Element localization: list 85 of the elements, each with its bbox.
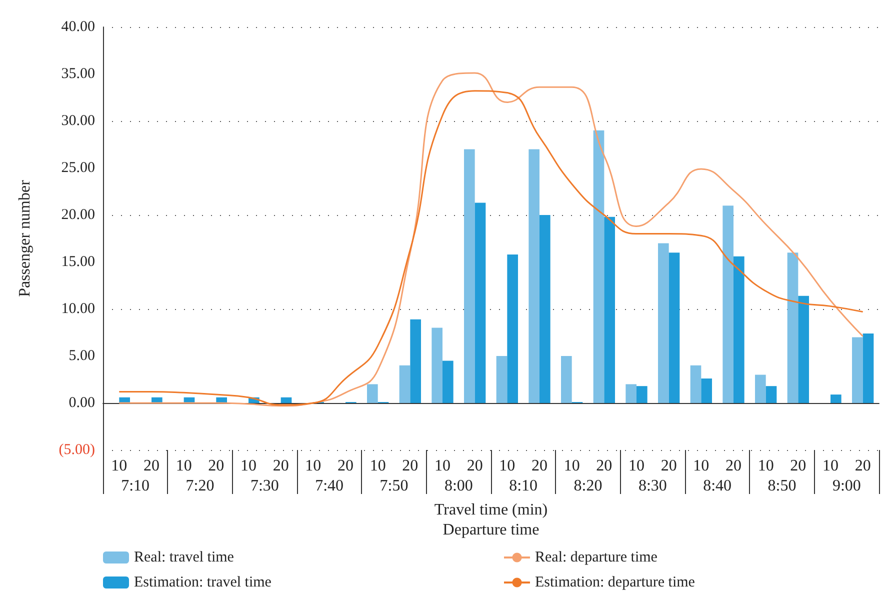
text: 8:00 <box>444 478 473 494</box>
legend-label: Estimation: departure time <box>535 574 696 590</box>
bar <box>862 333 874 403</box>
bar <box>561 356 572 403</box>
x-tick-label: 20 <box>854 458 871 474</box>
bar <box>464 149 475 403</box>
x-tick-label: 10 <box>499 458 516 474</box>
y-tick-label: 40.00 <box>61 19 95 35</box>
legend-label: Estimation: travel time <box>134 574 272 590</box>
bar <box>528 149 540 403</box>
bar <box>766 386 777 403</box>
bar <box>367 384 378 403</box>
bar <box>722 206 734 403</box>
bar <box>442 360 454 403</box>
text: 8:40 <box>703 478 732 494</box>
y-tick-label: 30.00 <box>61 113 95 129</box>
x-tick-label: 20 <box>596 458 612 474</box>
x-tick-label: 20 <box>466 458 483 474</box>
bar <box>787 252 798 403</box>
bar <box>507 254 518 403</box>
bar <box>701 378 712 403</box>
bar <box>496 356 508 403</box>
x-tick-label: 10 <box>305 458 322 474</box>
x-tick-label: 10 <box>176 458 192 474</box>
text: 8:50 <box>768 478 796 494</box>
text: 8:30 <box>638 478 667 494</box>
bar <box>690 365 702 403</box>
x-tick-label: 20 <box>144 458 160 474</box>
x-tick-label: 10 <box>628 458 644 474</box>
y-tick-label: (5.00) <box>58 442 95 458</box>
y-tick-label: 20.00 <box>61 207 95 223</box>
bar <box>399 365 410 403</box>
bar <box>119 397 130 403</box>
x-tick-label: 20 <box>660 458 677 474</box>
bar <box>830 394 842 403</box>
x-axis-title: Travel time (min) Departure time <box>434 502 548 538</box>
x-tick-label: 10 <box>434 458 450 474</box>
bar <box>604 216 615 403</box>
x-tick-label: 10 <box>758 458 774 474</box>
bar <box>540 215 550 403</box>
text: 8:20 <box>574 478 602 494</box>
x-tick-label: 20 <box>402 458 418 474</box>
bar <box>432 328 442 403</box>
y-axis-title: Passenger number <box>16 179 34 297</box>
text: 7:40 <box>315 478 344 494</box>
bar <box>474 202 486 403</box>
text: 7:50 <box>380 478 408 494</box>
x-tick-label: 10 <box>564 458 580 474</box>
bar <box>593 130 604 403</box>
y-tick-label: 5.00 <box>68 348 95 364</box>
x-tick-label: 10 <box>822 458 838 474</box>
text: 7:10 <box>121 478 150 494</box>
x-tick-label: 20 <box>208 458 224 474</box>
text: 8:10 <box>509 478 538 494</box>
bar <box>668 252 680 403</box>
text: 9:00 <box>832 478 861 494</box>
text: 7:30 <box>250 478 279 494</box>
y-tick-label: 15.00 <box>61 254 95 270</box>
x-tick-label: 10 <box>240 458 256 474</box>
bar <box>798 296 809 403</box>
text: 7:20 <box>186 478 214 494</box>
bar <box>410 319 421 403</box>
bar <box>755 374 766 403</box>
y-tick-label: 10.00 <box>61 301 95 317</box>
y-tick-label: 25.00 <box>61 160 95 176</box>
bar <box>216 397 227 403</box>
x-tick-label: 20 <box>790 458 806 474</box>
legend-label: Real: travel time <box>134 550 234 566</box>
bar <box>152 397 162 403</box>
y-tick-label: 35.00 <box>61 66 95 82</box>
bar <box>636 386 648 403</box>
x-tick-label: 20 <box>272 458 289 474</box>
legend-label: Real: departure time <box>535 550 658 566</box>
x-tick-label: 20 <box>726 458 742 474</box>
bar <box>734 256 744 403</box>
x-tick-label: 10 <box>370 458 386 474</box>
y-tick-label: 0.00 <box>68 395 95 411</box>
bar <box>280 397 292 403</box>
x-tick-label: 10 <box>111 458 128 474</box>
bar <box>852 337 863 403</box>
x-tick-label: 20 <box>338 458 354 474</box>
x-tick-label: 10 <box>693 458 710 474</box>
x-tick-label: 20 <box>532 458 548 474</box>
bar <box>626 384 636 403</box>
bar <box>658 243 669 403</box>
